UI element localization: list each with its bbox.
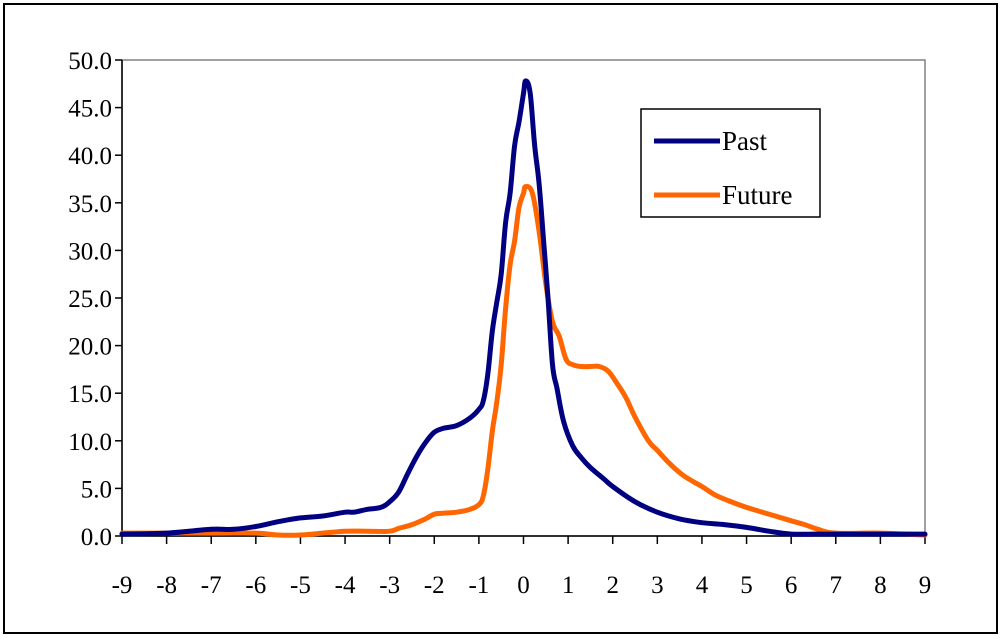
x-tick-label: -8 <box>156 572 177 599</box>
x-tick-label: 0 <box>517 572 530 599</box>
legend-label-future: Future <box>722 180 793 210</box>
y-tick-label: 40.0 <box>68 143 112 170</box>
y-tick-label: 20.0 <box>68 334 112 361</box>
x-tick-label: -2 <box>424 572 445 599</box>
x-tick-label: -7 <box>201 572 222 599</box>
x-tick-label: -5 <box>290 572 311 599</box>
series-line-past <box>119 78 928 537</box>
legend: Past Future <box>640 108 821 218</box>
y-tick-label: 45.0 <box>68 96 112 123</box>
x-tick-label: 4 <box>696 572 709 599</box>
x-tick-label: 7 <box>830 572 843 599</box>
y-tick-label: 25.0 <box>68 286 112 313</box>
x-tick-label: 3 <box>651 572 664 599</box>
x-tick-label: -4 <box>335 572 356 599</box>
x-tick-label: -6 <box>245 572 266 599</box>
y-tick-label: 10.0 <box>68 429 112 456</box>
y-tick-label: 0.0 <box>81 524 112 551</box>
y-tick-label: 35.0 <box>68 191 112 218</box>
x-axis: -9 -8 -7 -6 -5 -4 -3 -2 -1 0 1 2 3 4 5 6 7 8 9 <box>112 535 932 599</box>
x-tick-label: 5 <box>740 572 753 599</box>
x-tick-label: 8 <box>874 572 887 599</box>
legend-box <box>640 108 821 218</box>
x-tick-label: 1 <box>562 572 575 599</box>
y-tick-label: 5.0 <box>81 476 112 503</box>
x-tick-label: 6 <box>785 572 798 599</box>
series-line-future <box>119 184 928 538</box>
series-group <box>119 78 928 538</box>
x-tick-label: -9 <box>112 572 133 599</box>
x-tick-label: 2 <box>606 572 619 599</box>
y-tick-label: 15.0 <box>68 381 112 408</box>
legend-label-past: Past <box>722 126 768 156</box>
y-tick-label: 30.0 <box>68 238 112 265</box>
y-axis: 0.0 5.0 10.0 15.0 20.0 25.0 30.0 35.0 40.0 45.0 50… <box>68 48 123 551</box>
x-tick-label: -1 <box>468 572 489 599</box>
x-tick-label: 9 <box>919 572 932 599</box>
y-tick-label: 50.0 <box>68 48 112 75</box>
x-tick-label: -3 <box>379 572 400 599</box>
